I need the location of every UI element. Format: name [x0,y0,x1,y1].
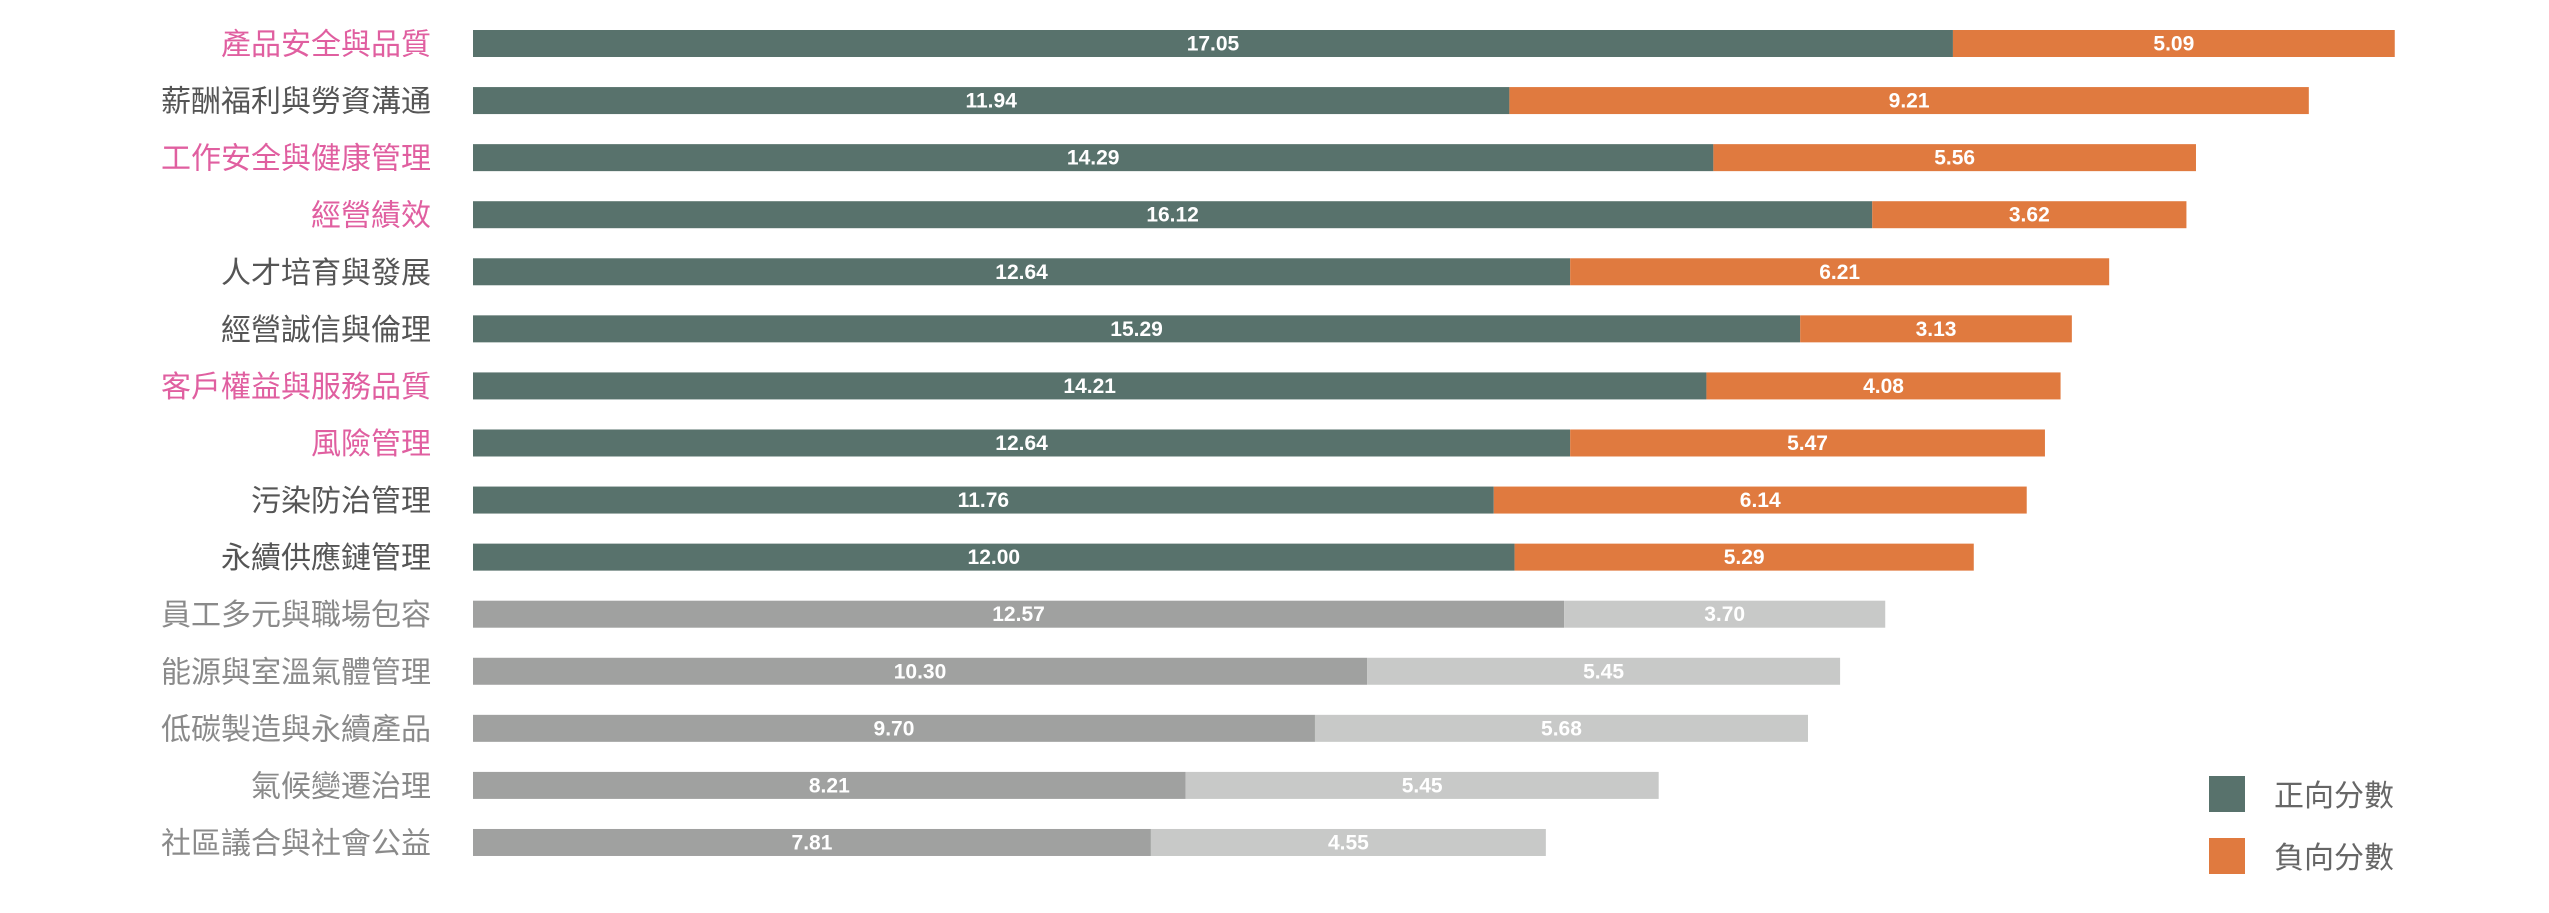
value-label-positive: 8.21 [809,774,850,797]
bar-positive [473,486,1494,514]
value-label-positive: 12.00 [968,546,1021,569]
value-label-positive: 14.21 [1063,375,1116,398]
bar-positive [473,87,1510,115]
bar-negative [1514,543,1974,571]
legend-label-positive: 正向分數 [2274,779,2394,814]
category-label: 薪酬福利與勞資溝通 [161,85,431,120]
bar-negative [1564,600,1886,628]
bar-negative [1150,828,1546,856]
bar-positive [473,144,1714,172]
bar-positive [473,714,1315,742]
bars [473,30,2395,856]
category-label: 人才培育與發展 [221,256,431,291]
value-label-positive: 17.05 [1187,33,1240,56]
value-label-positive: 11.76 [958,489,1009,512]
value-label-negative: 3.62 [2009,204,2050,227]
value-label-negative: 5.68 [1541,717,1582,740]
bar-positive [473,30,1953,57]
value-label-negative: 9.21 [1889,90,1930,113]
category-label: 氣候變遷治理 [251,769,431,804]
value-label-negative: 6.21 [1819,261,1860,284]
bar-negative [1509,87,2309,115]
bar-positive [473,657,1368,685]
category-label: 能源與室溫氣體管理 [161,655,431,690]
bar-negative [1570,429,2045,457]
bar-positive [473,372,1707,400]
value-label-positive: 7.81 [792,831,833,854]
bar-positive [473,828,1151,856]
bar-negative [1570,258,2110,286]
value-label-negative: 5.45 [1402,774,1443,797]
value-label-positive: 10.30 [894,660,947,683]
value-label-positive: 9.70 [874,717,915,740]
category-label: 員工多元與職場包容 [161,598,431,633]
legend-swatch-negative [2209,838,2245,874]
value-label-negative: 5.45 [1583,660,1624,683]
bar-positive [473,600,1565,628]
bar-negative [1185,771,1659,799]
category-label: 工作安全與健康管理 [161,142,431,177]
value-label-positive: 12.57 [992,603,1045,626]
value-label-positive: 12.64 [995,432,1048,455]
category-label: 風險管理 [311,427,431,462]
value-label-positive: 16.12 [1146,204,1199,227]
bar-positive [473,543,1515,571]
bar-negative [1872,201,2187,229]
bar-positive [473,771,1186,799]
value-label-negative: 4.55 [1328,831,1369,854]
category-labels: 產品安全與品質薪酬福利與勞資溝通工作安全與健康管理經營績效人才培育與發展經營誠信… [161,28,431,862]
bar-negative [1713,144,2196,172]
category-label: 社區議合與社會公益 [161,826,431,861]
bar-positive [473,201,1873,229]
category-label: 客戶權益與服務品質 [161,370,431,405]
value-label-negative: 5.56 [1934,147,1975,170]
value-label-negative: 3.13 [1916,318,1957,341]
bar-negative [1706,372,2061,400]
value-label-negative: 6.14 [1740,489,1781,512]
legend: 正向分數 負向分數 [2209,776,2394,876]
category-label: 經營績效 [311,199,431,234]
value-label-negative: 5.29 [1724,546,1765,569]
bar-negative [1367,657,1841,685]
category-label: 產品安全與品質 [221,28,431,63]
value-label-negative: 3.70 [1704,603,1745,626]
legend-label-negative: 負向分數 [2274,841,2394,876]
value-label-positive: 14.29 [1067,147,1120,170]
value-label-positive: 15.29 [1110,318,1163,341]
bar-negative [1800,315,2072,343]
value-label-negative: 5.09 [2153,33,2194,56]
value-label-positive: 12.64 [995,261,1048,284]
category-label: 永續供應鏈管理 [221,541,431,576]
bar-negative [1493,486,2027,514]
bar-negative [1314,714,1808,742]
value-label-negative: 5.47 [1787,432,1828,455]
category-label: 污染防治管理 [251,484,431,519]
value-label-positive: 11.94 [965,90,1017,113]
bar-positive [473,315,1801,343]
value-labels: 17.05 5.09 11.94 9.21 14.29 5.56 16.12 3.62 12.6… [792,33,2195,855]
value-label-negative: 4.08 [1863,375,1904,398]
bar-negative [1952,30,2395,57]
category-label: 經營誠信與倫理 [221,313,431,348]
bar-positive [473,429,1571,457]
category-label: 低碳製造與永續產品 [161,712,431,747]
bar-positive [473,258,1571,286]
legend-swatch-positive [2209,776,2245,812]
